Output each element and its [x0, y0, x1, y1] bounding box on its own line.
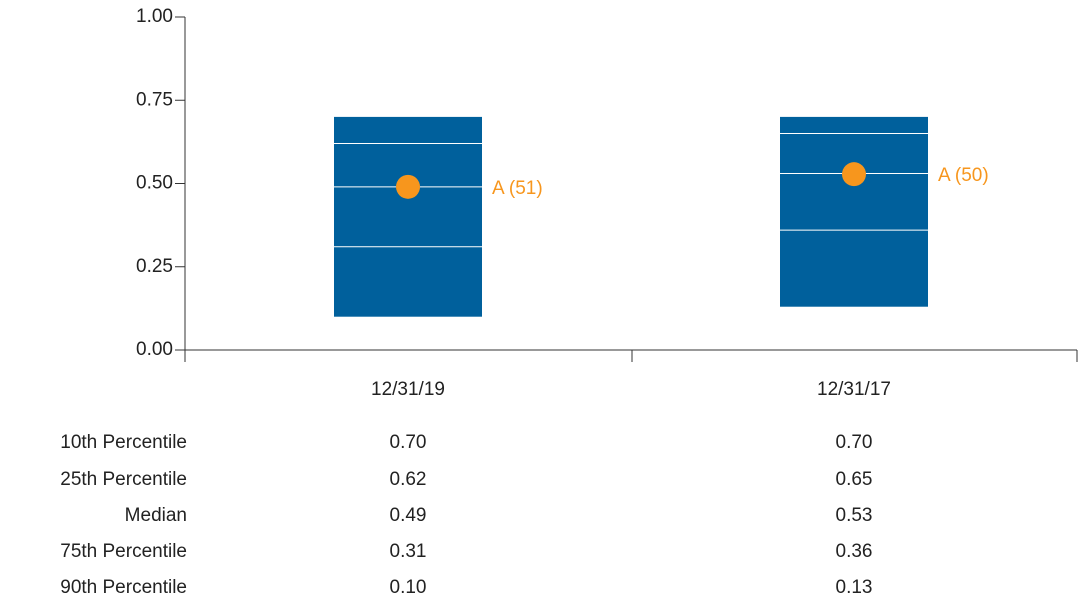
marker [396, 174, 420, 199]
table-value: 0.49 [390, 505, 427, 526]
row-label: 75th Percentile [60, 541, 187, 562]
y-tick-label: 0.25 [136, 256, 173, 277]
marker [842, 162, 866, 187]
y-tick-label: 0.00 [136, 339, 173, 360]
box [334, 116, 482, 317]
marker-label: A (50) [938, 165, 989, 186]
table-value: 0.10 [390, 577, 427, 598]
row-label: 90th Percentile [60, 577, 187, 598]
table-value: 0.31 [390, 541, 427, 562]
table-value: 0.62 [390, 469, 427, 490]
y-tick-label: 1.00 [136, 6, 173, 27]
table-value: 0.53 [836, 505, 873, 526]
table-value: 0.70 [836, 432, 873, 453]
y-tick-label: 0.75 [136, 89, 173, 110]
row-label: 10th Percentile [60, 432, 187, 453]
y-tick-label: 0.50 [136, 173, 173, 194]
x-tick-label: 12/31/19 [371, 379, 445, 400]
box [780, 116, 928, 307]
table-value: 0.65 [836, 469, 873, 490]
x-tick-label: 12/31/17 [817, 379, 891, 400]
row-label: Median [125, 505, 187, 526]
table-value: 0.13 [836, 577, 873, 598]
table-value: 0.70 [390, 432, 427, 453]
table-value: 0.36 [836, 541, 873, 562]
row-label: 25th Percentile [60, 469, 187, 490]
marker-label: A (51) [492, 178, 543, 199]
